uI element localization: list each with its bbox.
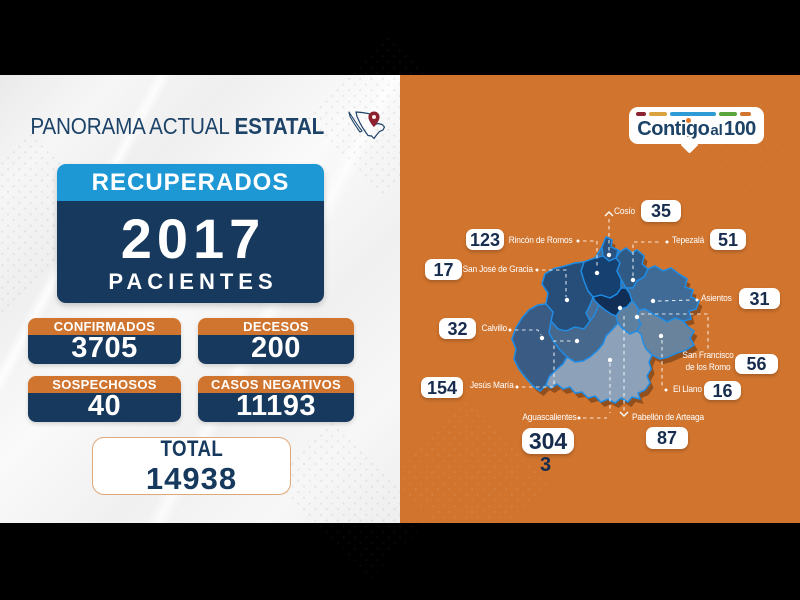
logo-bar bbox=[740, 112, 751, 116]
map-badge-san-jose-de-gracia: 17 bbox=[425, 259, 462, 280]
logo-bar bbox=[719, 112, 737, 116]
muni-el-llano bbox=[636, 308, 695, 360]
map-badge-cosio: 35 bbox=[641, 200, 681, 222]
title-normal: PANORAMA ACTUAL bbox=[30, 112, 229, 139]
label-bullets bbox=[508, 239, 699, 420]
map-shadow-group bbox=[511, 236, 703, 408]
map-label-pabellon: Pabellón de Arteaga bbox=[632, 412, 704, 423]
map-label-asientos: Asientos bbox=[701, 293, 732, 304]
map-badge-rincon: 123 bbox=[466, 229, 504, 250]
logo-text: Contigoal100 bbox=[629, 116, 764, 144]
recovered-card-header: RECUPERADOS bbox=[57, 164, 324, 201]
recovered-card-body: 2017 PACIENTES bbox=[57, 201, 324, 303]
title-row: PANORAMA ACTUAL ESTATAL bbox=[0, 111, 400, 141]
recovered-unit: PACIENTES bbox=[108, 269, 278, 294]
logo-bar bbox=[649, 112, 667, 116]
stat-value: 3705 bbox=[28, 334, 181, 364]
mexico-pin-icon bbox=[348, 111, 386, 140]
stat-label: CASOS NEGATIVOS bbox=[198, 376, 354, 393]
page-title: PANORAMA ACTUAL ESTATAL bbox=[30, 113, 324, 140]
stat-value: 200 bbox=[198, 334, 354, 364]
title-bold: ESTATAL bbox=[234, 112, 324, 139]
stat-value: 11193 bbox=[198, 392, 354, 422]
map-badge-calvillo: 32 bbox=[439, 318, 476, 339]
map-label-san-jose-de-gracia: San José de Gracia bbox=[462, 264, 533, 275]
left-panel: PANORAMA ACTUAL ESTATAL RECUPERADOS 2017… bbox=[0, 33, 467, 582]
logo-bar bbox=[636, 112, 646, 116]
map-label-cosio: Cosío bbox=[614, 206, 635, 217]
infographic-frame: PANORAMA ACTUAL ESTATAL RECUPERADOS 2017… bbox=[0, 33, 800, 582]
recovered-value: 2017 bbox=[120, 207, 266, 270]
leader-arrows bbox=[604, 211, 629, 417]
stat-card-decesos: DECESOS 200 bbox=[198, 318, 354, 364]
contigo-al-100-logo: Contigoal100 bbox=[629, 107, 764, 144]
stat-label: CONFIRMADOS bbox=[28, 318, 181, 335]
total-label: TOTAL bbox=[160, 436, 223, 461]
municipality-dots bbox=[539, 252, 664, 363]
map-badge-asientos: 31 bbox=[739, 288, 780, 309]
muni-aguascalientes bbox=[545, 322, 653, 404]
logo-bar bbox=[670, 112, 716, 116]
leader-lines bbox=[515, 219, 709, 419]
stat-label: DECESOS bbox=[198, 318, 354, 335]
total-value: 14938 bbox=[145, 461, 238, 496]
map-badge-tepezala: 51 bbox=[710, 229, 746, 250]
letterbox-bottom bbox=[0, 523, 800, 600]
stat-value: 40 bbox=[28, 392, 181, 422]
map-label-jesus-maria: Jesús María bbox=[470, 380, 514, 391]
aguascalientes-map bbox=[508, 211, 709, 420]
map-badge-el-llano: 16 bbox=[704, 381, 741, 400]
stat-label: SOSPECHOSOS bbox=[28, 376, 181, 393]
logo-color-bars bbox=[636, 112, 757, 116]
stat-card-sospechosos: SOSPECHOSOS 40 bbox=[28, 376, 181, 422]
map-badge-san-francisco: 56 bbox=[735, 354, 778, 374]
total-card: TOTAL 14938 bbox=[92, 437, 291, 495]
map-label-tepezala: Tepezalá bbox=[672, 235, 705, 246]
stat-card-casos-negativos: CASOS NEGATIVOS 11193 bbox=[198, 376, 354, 422]
map-label-aguascalientes: Aguascalientes bbox=[522, 412, 577, 423]
right-panel: Contigoal100 bbox=[400, 75, 800, 523]
stat-card-confirmados: CONFIRMADOS 3705 bbox=[28, 318, 181, 364]
map-badge-pabellon: 87 bbox=[646, 427, 688, 449]
map-badge-aguascalientes: 304 bbox=[522, 428, 574, 454]
letterbox-top bbox=[0, 0, 800, 75]
logo-word2: al bbox=[710, 122, 723, 139]
map-label-el-llano: El Llano bbox=[673, 384, 702, 395]
muni-calvillo bbox=[511, 303, 568, 392]
logo-dot bbox=[686, 118, 691, 123]
map-label-san-francisco: San Francisco de los Romo bbox=[682, 350, 734, 373]
recovered-card: RECUPERADOS 2017 PACIENTES bbox=[57, 164, 324, 303]
map-badge-jesus-maria: 154 bbox=[421, 377, 463, 398]
map-label-rincon: Rincón de Romos bbox=[509, 235, 573, 246]
map-label-calvillo: Calvillo bbox=[481, 323, 507, 334]
logo-word1: Contigo bbox=[637, 118, 710, 140]
aguascalientes-overflow-digit: 3 bbox=[540, 454, 552, 476]
logo-word3: 100 bbox=[723, 118, 756, 140]
